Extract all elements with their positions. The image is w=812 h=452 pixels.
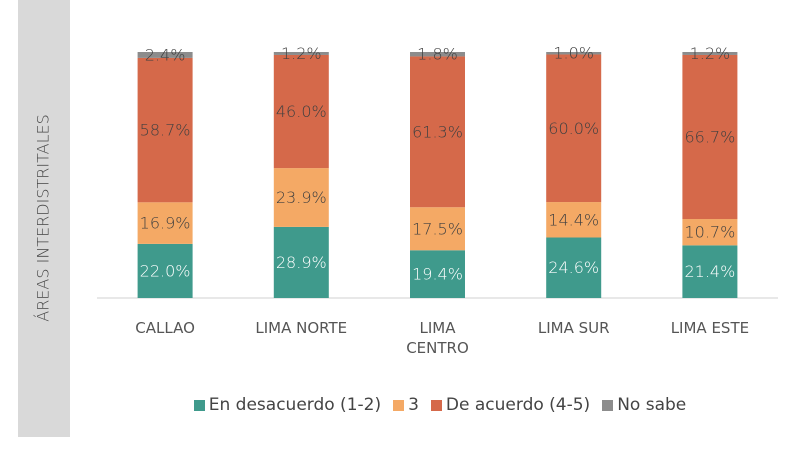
- axis-title-band: [18, 0, 70, 437]
- bar-segment: [682, 245, 738, 298]
- data-label: 21.4%: [684, 262, 735, 281]
- legend-label: De acuerdo (4-5): [445, 395, 591, 415]
- bar-segment: [137, 57, 193, 203]
- data-label: 19.4%: [412, 265, 463, 284]
- data-label: 61.3%: [412, 122, 463, 141]
- bar-segment: [273, 226, 329, 298]
- x-tick-label: LIMA CENTRO: [406, 319, 469, 357]
- legend-item: De acuerdo (4-5): [430, 395, 591, 415]
- bar-segment: [137, 202, 193, 244]
- legend-label: 3: [408, 395, 419, 415]
- data-label: 58.7%: [140, 121, 191, 140]
- x-tick-label: LIMA SUR: [537, 319, 610, 337]
- bar-segment: [137, 243, 193, 298]
- bar-segment: [546, 202, 602, 238]
- bar-segment: [273, 54, 329, 169]
- data-label: 2.4%: [145, 45, 186, 64]
- bar-segment: [682, 54, 738, 220]
- data-label: 1.8%: [417, 45, 458, 64]
- legend-item: 3: [393, 395, 419, 415]
- bar-segment: [410, 207, 465, 251]
- legend-swatch: [430, 399, 442, 411]
- data-label: 24.6%: [548, 258, 599, 277]
- data-label: 1.2%: [690, 44, 731, 63]
- y-axis-title: ÁREAS INTERDISTRITALES: [34, 114, 53, 322]
- bar-segment: [137, 52, 193, 58]
- bar-segment: [410, 52, 465, 57]
- bar-segment: [682, 219, 738, 246]
- data-label: 22.0%: [140, 261, 191, 280]
- data-label: 28.9%: [276, 253, 327, 272]
- data-label: 14.4%: [548, 210, 599, 229]
- bar-segment: [546, 52, 602, 55]
- data-label: 66.7%: [684, 127, 735, 146]
- data-label: 46.0%: [276, 102, 327, 121]
- legend-item: No sabe: [602, 395, 686, 415]
- bar-segment: [546, 54, 602, 203]
- bar-segment: [273, 168, 329, 227]
- legend-swatch: [602, 399, 614, 411]
- x-tick-label: LIMA ESTE: [670, 319, 750, 337]
- data-label: 17.5%: [412, 219, 463, 238]
- bar-segment: [546, 237, 602, 298]
- legend: En desacuerdo (1-2) 3 De acuerdo (4-5) No s…: [100, 395, 780, 415]
- bar-segment: [410, 56, 465, 208]
- bar-segment: [410, 250, 465, 298]
- bar-segment: [273, 52, 329, 55]
- data-label: 1.2%: [281, 44, 322, 63]
- x-tick-label: LIMA NORTE: [255, 319, 348, 337]
- data-label: 1.0%: [553, 44, 594, 63]
- data-label: 10.7%: [684, 223, 735, 242]
- data-label: 16.9%: [140, 214, 191, 233]
- legend-swatch: [393, 399, 405, 411]
- data-label: 60.0%: [548, 119, 599, 138]
- bar-segment: [682, 52, 738, 55]
- legend-label: No sabe: [617, 395, 687, 415]
- legend-swatch: [193, 399, 205, 411]
- legend-item: En desacuerdo (1-2): [193, 395, 382, 415]
- legend-label: En desacuerdo (1-2): [208, 395, 382, 415]
- data-label: 23.9%: [276, 188, 327, 207]
- x-tick-label: CALLAO: [135, 319, 195, 337]
